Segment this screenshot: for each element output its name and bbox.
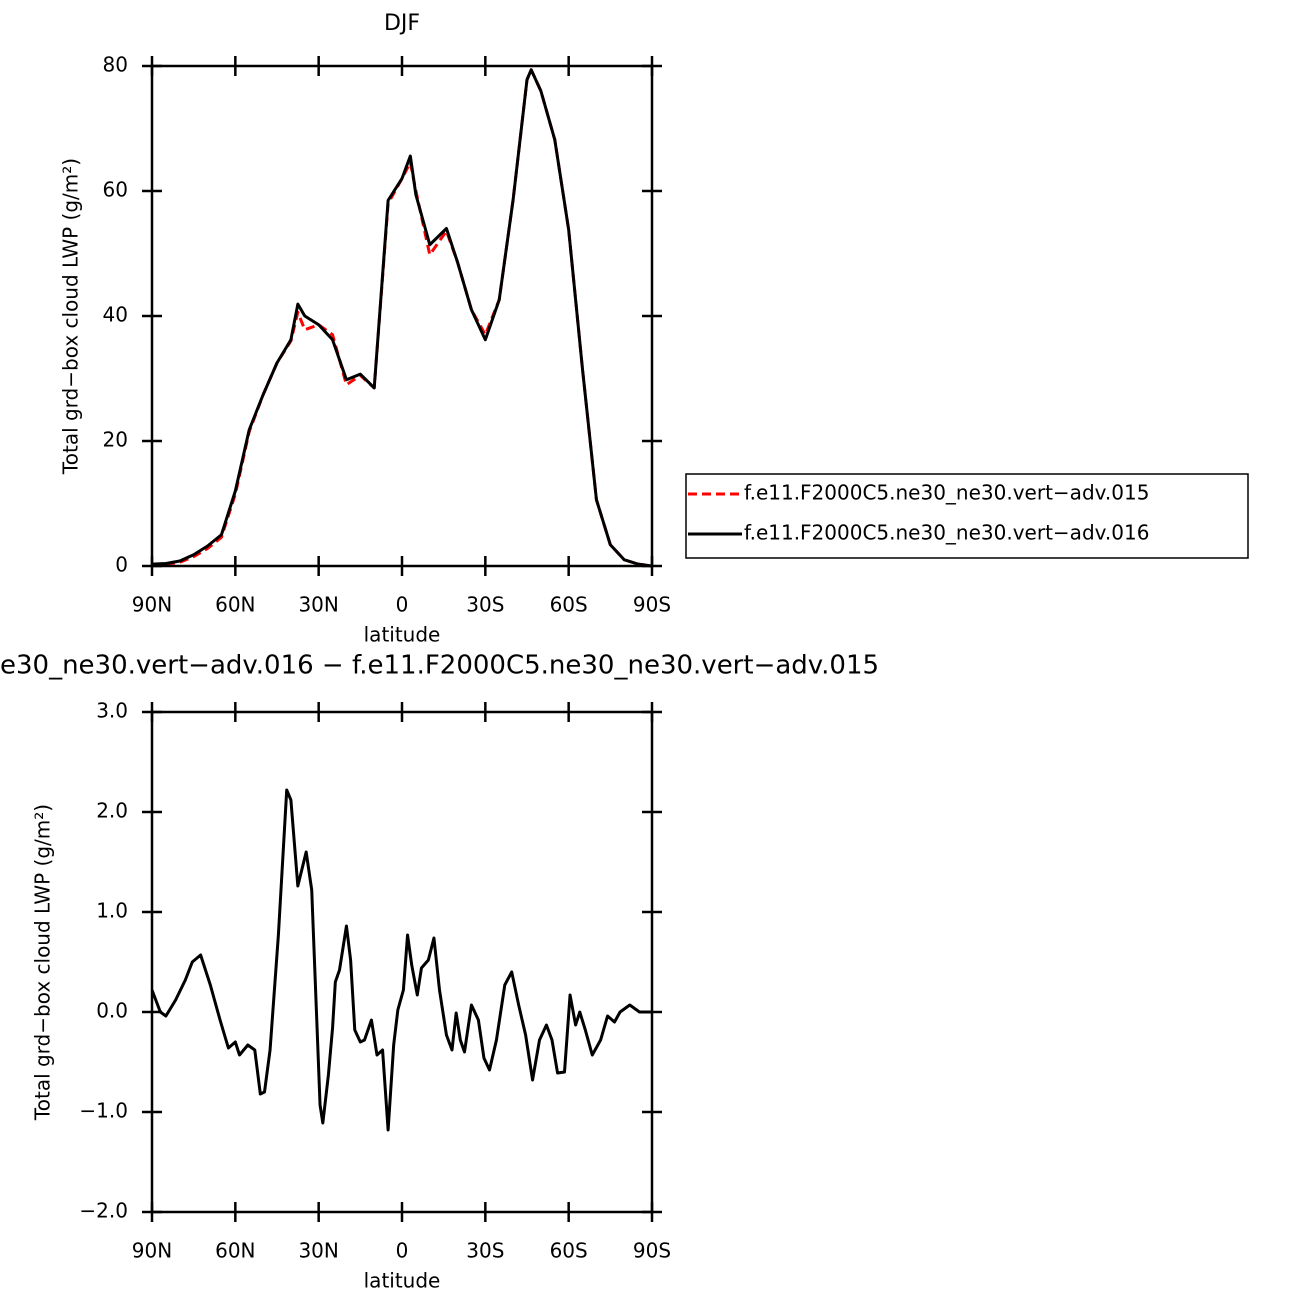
data-line bbox=[151, 68, 653, 568]
x-tick-label: 60S bbox=[550, 1239, 588, 1263]
chart-title: e30_ne30.vert−adv.016 − f.e11.F2000C5.ne… bbox=[0, 651, 879, 681]
y-tick-label: 2.0 bbox=[96, 799, 128, 823]
x-tick-label: 90N bbox=[132, 593, 172, 617]
y-tick-label: 60 bbox=[103, 178, 128, 202]
data-line bbox=[150, 788, 652, 1132]
x-tick-label: 30S bbox=[466, 593, 504, 617]
plot-frame bbox=[150, 710, 654, 1214]
chart-title: DJF bbox=[384, 11, 420, 36]
y-tick-label: −2.0 bbox=[79, 1199, 128, 1223]
x-tick-label: 0 bbox=[396, 593, 409, 617]
x-tick-label: 60S bbox=[550, 593, 588, 617]
x-tick-label: 30S bbox=[466, 1239, 504, 1263]
legend-label: f.e11.F2000C5.ne30_ne30.vert−adv.016 bbox=[744, 521, 1149, 545]
x-axis-label: latitude bbox=[364, 1269, 441, 1293]
y-tick-label: 3.0 bbox=[96, 699, 128, 723]
x-tick-label: 30N bbox=[298, 593, 338, 617]
legend: f.e11.F2000C5.ne30_ne30.vert−adv.015 f.e1… bbox=[685, 473, 1249, 559]
x-tick-label: 30N bbox=[298, 1239, 338, 1263]
y-tick-label: 40 bbox=[103, 303, 128, 327]
y-tick-label: 80 bbox=[103, 53, 128, 77]
y-tick-label: 1.0 bbox=[96, 899, 128, 923]
y-tick-label: 0 bbox=[115, 553, 128, 577]
x-tick-label: 0 bbox=[396, 1239, 409, 1263]
x-axis-label: latitude bbox=[364, 623, 441, 647]
y-axis-label: Total grd−box cloud LWP (g/m²) bbox=[59, 158, 83, 475]
x-tick-label: 60N bbox=[215, 1239, 255, 1263]
legend-box bbox=[685, 473, 1249, 559]
x-tick-label: 90S bbox=[633, 593, 671, 617]
y-axis-label: Total grd−box cloud LWP (g/m²) bbox=[31, 804, 55, 1121]
y-tick-label: −1.0 bbox=[79, 1099, 128, 1123]
x-tick-label: 90N bbox=[132, 1239, 172, 1263]
y-tick-label: 0.0 bbox=[96, 999, 128, 1023]
x-tick-label: 90S bbox=[633, 1239, 671, 1263]
plot-frame bbox=[150, 64, 654, 568]
legend-label: f.e11.F2000C5.ne30_ne30.vert−adv.015 bbox=[744, 481, 1149, 505]
x-tick-label: 60N bbox=[215, 593, 255, 617]
y-tick-label: 20 bbox=[103, 428, 128, 452]
